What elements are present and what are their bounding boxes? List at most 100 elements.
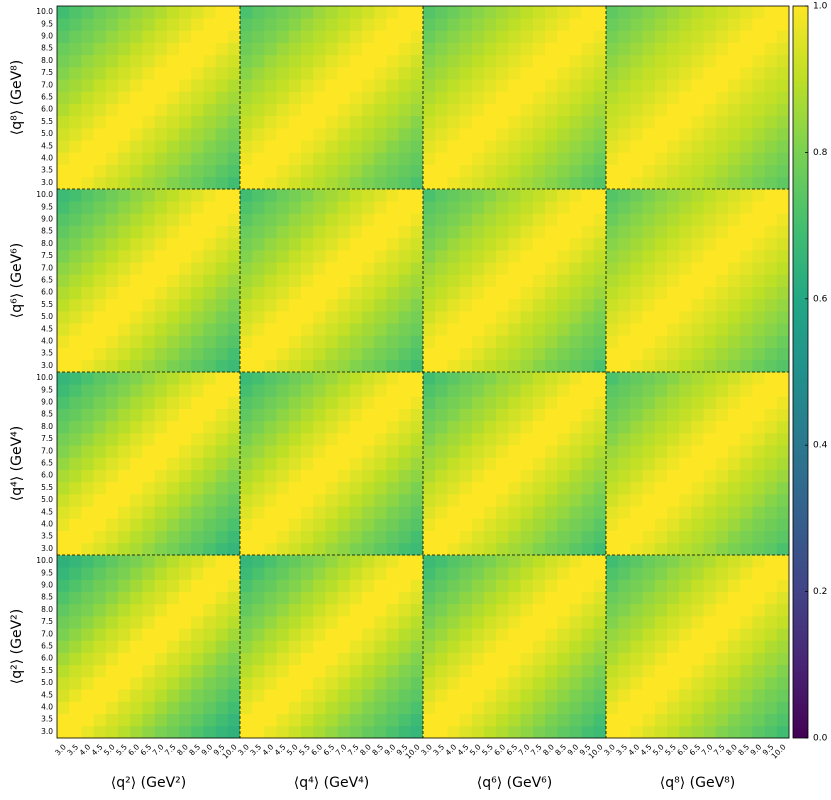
heatmap-cell	[532, 506, 546, 519]
heatmap-cell	[508, 384, 521, 397]
heatmap-cell	[520, 54, 534, 68]
heatmap-cell	[569, 445, 582, 458]
heatmap-cell	[166, 396, 180, 409]
heatmap-cell	[764, 433, 778, 446]
heatmap-cell	[471, 311, 485, 324]
heatmap-cell	[81, 347, 94, 361]
heatmap-cell	[398, 689, 412, 702]
heatmap-cell	[57, 603, 70, 617]
heatmap-cell	[81, 286, 94, 300]
heatmap-cell	[337, 237, 351, 251]
heatmap-cell	[557, 225, 570, 239]
heatmap-cell	[459, 30, 473, 43]
heatmap-cell	[276, 335, 290, 348]
heatmap-cell	[166, 628, 180, 641]
heatmap-cell	[679, 323, 692, 336]
heatmap-cell	[154, 225, 168, 239]
heatmap-cell	[410, 555, 424, 568]
heatmap-cell	[191, 640, 204, 653]
heatmap-cell	[459, 128, 473, 141]
heatmap-cell	[337, 481, 351, 495]
heatmap-cell	[532, 359, 546, 373]
heatmap-cell	[703, 701, 717, 714]
heatmap-cell	[313, 176, 326, 190]
heatmap-cell	[740, 725, 753, 739]
heatmap-cell	[496, 433, 509, 446]
heatmap-cell	[642, 152, 656, 165]
heatmap-cell	[581, 664, 595, 678]
heatmap-cell	[240, 274, 253, 287]
heatmap-cell	[764, 567, 778, 580]
heatmap-cell	[410, 311, 424, 324]
heatmap-cell	[520, 481, 534, 495]
heatmap-cell	[520, 262, 534, 275]
heatmap-cell	[484, 579, 497, 592]
heatmap-cell	[410, 42, 424, 56]
heatmap-cell	[130, 494, 143, 507]
heatmap-cell	[679, 115, 692, 129]
y-tick-label: 6.5	[41, 276, 53, 285]
heatmap-cell	[105, 494, 119, 507]
heatmap-cell	[423, 372, 436, 385]
heatmap-cell	[740, 689, 753, 702]
heatmap-cell	[764, 237, 778, 251]
heatmap-cell	[679, 420, 692, 434]
heatmap-cell	[386, 555, 399, 568]
heatmap-cell	[703, 469, 717, 483]
heatmap-cell	[288, 372, 302, 385]
heatmap-cell	[691, 128, 704, 141]
heatmap-cell	[313, 677, 326, 690]
heatmap-cell	[581, 616, 595, 629]
heatmap-cell	[508, 91, 521, 104]
heatmap-cell	[154, 420, 168, 434]
heatmap-cell	[459, 42, 473, 56]
heatmap-cell	[679, 237, 692, 251]
heatmap-cell	[532, 372, 546, 385]
heatmap-cell	[337, 494, 351, 507]
heatmap-cell	[520, 469, 534, 483]
heatmap-cell	[374, 18, 387, 31]
heatmap-cell	[276, 396, 290, 409]
heatmap-cell	[606, 201, 619, 214]
heatmap-cell	[301, 91, 314, 104]
heatmap-cell	[362, 725, 375, 739]
heatmap-cell	[667, 42, 680, 56]
heatmap-cell	[313, 603, 326, 617]
heatmap-cell	[654, 469, 668, 483]
heatmap-cell	[325, 140, 338, 153]
heatmap-cell	[618, 555, 631, 568]
heatmap-cell	[484, 6, 497, 19]
heatmap-cell	[215, 628, 229, 641]
heatmap-cell	[435, 591, 448, 605]
heatmap-cell	[215, 506, 229, 519]
heatmap-cell	[252, 176, 265, 190]
heatmap-cell	[423, 262, 436, 275]
heatmap-cell	[105, 518, 119, 531]
heatmap-cell	[93, 433, 107, 446]
heatmap-cell	[142, 237, 155, 251]
heatmap-cell	[630, 555, 643, 568]
heatmap-cell	[630, 250, 643, 263]
heatmap-cell	[374, 237, 387, 251]
heatmap-cell	[337, 567, 351, 580]
heatmap-cell	[740, 506, 753, 519]
heatmap-cell	[752, 689, 765, 702]
heatmap-cell	[618, 640, 631, 653]
heatmap-cell	[240, 6, 253, 19]
heatmap-cell	[715, 725, 729, 739]
heatmap-cell	[179, 140, 192, 153]
heatmap-cell	[691, 603, 704, 617]
heatmap-cell	[337, 298, 351, 312]
heatmap-cell	[435, 677, 448, 690]
heatmap-cell	[520, 213, 534, 226]
heatmap-cell	[740, 237, 753, 251]
heatmap-cell	[166, 298, 180, 312]
heatmap-cell	[398, 298, 412, 312]
heatmap-cell	[740, 628, 753, 641]
heatmap-cell	[581, 42, 595, 56]
heatmap-cell	[252, 250, 265, 263]
heatmap-cell	[252, 359, 265, 373]
heatmap-cell	[752, 91, 765, 104]
heatmap-cell	[130, 201, 143, 214]
heatmap-cell	[166, 555, 180, 568]
